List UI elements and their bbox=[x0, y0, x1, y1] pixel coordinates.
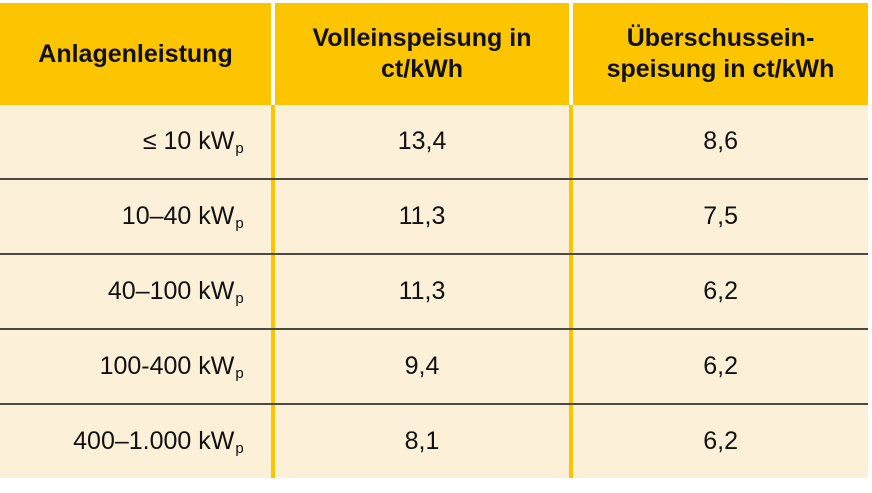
table-row: 100-400 kW p 9,4 6,2 bbox=[0, 330, 868, 405]
surplus-feed-in-cell: 6,2 bbox=[569, 330, 868, 403]
header-capacity: Anlagenleistung bbox=[0, 3, 271, 105]
header-full-feed-in-label: Volleinspeisung in ct/kWh bbox=[312, 23, 531, 85]
header-full-feed-in: Volleinspeisung in ct/kWh bbox=[275, 3, 569, 105]
surplus-feed-in-cell: 8,6 bbox=[569, 105, 868, 178]
capacity-value: 100-400 kW bbox=[99, 352, 235, 380]
capacity-cell: 10–40 kW p bbox=[0, 180, 271, 253]
unit-subscript: p bbox=[235, 140, 244, 157]
table-row: 40–100 kW p 11,3 6,2 bbox=[0, 255, 868, 330]
surplus-feed-in-cell: 6,2 bbox=[569, 255, 868, 328]
header-full-feed-in-line1: Volleinspeisung in bbox=[312, 24, 532, 52]
table-body: ≤ 10 kW p 13,4 8,6 10–40 kW p 11,3 7,5 40–… bbox=[0, 105, 868, 478]
capacity-value: ≤ 10 kW bbox=[142, 127, 235, 155]
unit-subscript: p bbox=[235, 215, 244, 232]
capacity-value: 400–1.000 kW bbox=[73, 427, 235, 455]
unit-subscript: p bbox=[235, 290, 244, 307]
unit-subscript: p bbox=[235, 440, 244, 457]
header-surplus-feed-in-label: Überschussein- speisung in ct/kWh bbox=[607, 23, 835, 85]
unit-subscript: p bbox=[235, 365, 244, 382]
full-feed-in-cell: 13,4 bbox=[270, 105, 570, 178]
table-row: 10–40 kW p 11,3 7,5 bbox=[0, 180, 868, 255]
surplus-feed-in-cell: 6,2 bbox=[569, 405, 868, 478]
header-surplus-feed-in-line1: Überschussein- bbox=[626, 24, 815, 52]
surplus-feed-in-cell: 7,5 bbox=[569, 180, 868, 253]
capacity-cell: 400–1.000 kW p bbox=[0, 405, 271, 478]
capacity-cell: 40–100 kW p bbox=[0, 255, 271, 328]
capacity-value: 40–100 kW bbox=[107, 277, 235, 305]
header-capacity-label: Anlagenleistung bbox=[38, 39, 233, 68]
table-row: ≤ 10 kW p 13,4 8,6 bbox=[0, 105, 868, 180]
header-full-feed-in-line2: ct/kWh bbox=[381, 55, 463, 83]
full-feed-in-cell: 9,4 bbox=[270, 330, 570, 403]
capacity-cell: ≤ 10 kW p bbox=[0, 105, 271, 178]
full-feed-in-cell: 8,1 bbox=[270, 405, 570, 478]
feed-in-tariff-table: Anlagenleistung Volleinspeisung in ct/kW… bbox=[0, 3, 868, 478]
table-header: Anlagenleistung Volleinspeisung in ct/kW… bbox=[0, 3, 868, 105]
capacity-value: 10–40 kW bbox=[121, 202, 235, 230]
capacity-cell: 100-400 kW p bbox=[0, 330, 271, 403]
header-surplus-feed-in-line2: speisung in ct/kWh bbox=[606, 55, 835, 83]
table-row: 400–1.000 kW p 8,1 6,2 bbox=[0, 405, 868, 478]
header-surplus-feed-in: Überschussein- speisung in ct/kWh bbox=[573, 3, 868, 105]
full-feed-in-cell: 11,3 bbox=[270, 255, 570, 328]
full-feed-in-cell: 11,3 bbox=[270, 180, 570, 253]
